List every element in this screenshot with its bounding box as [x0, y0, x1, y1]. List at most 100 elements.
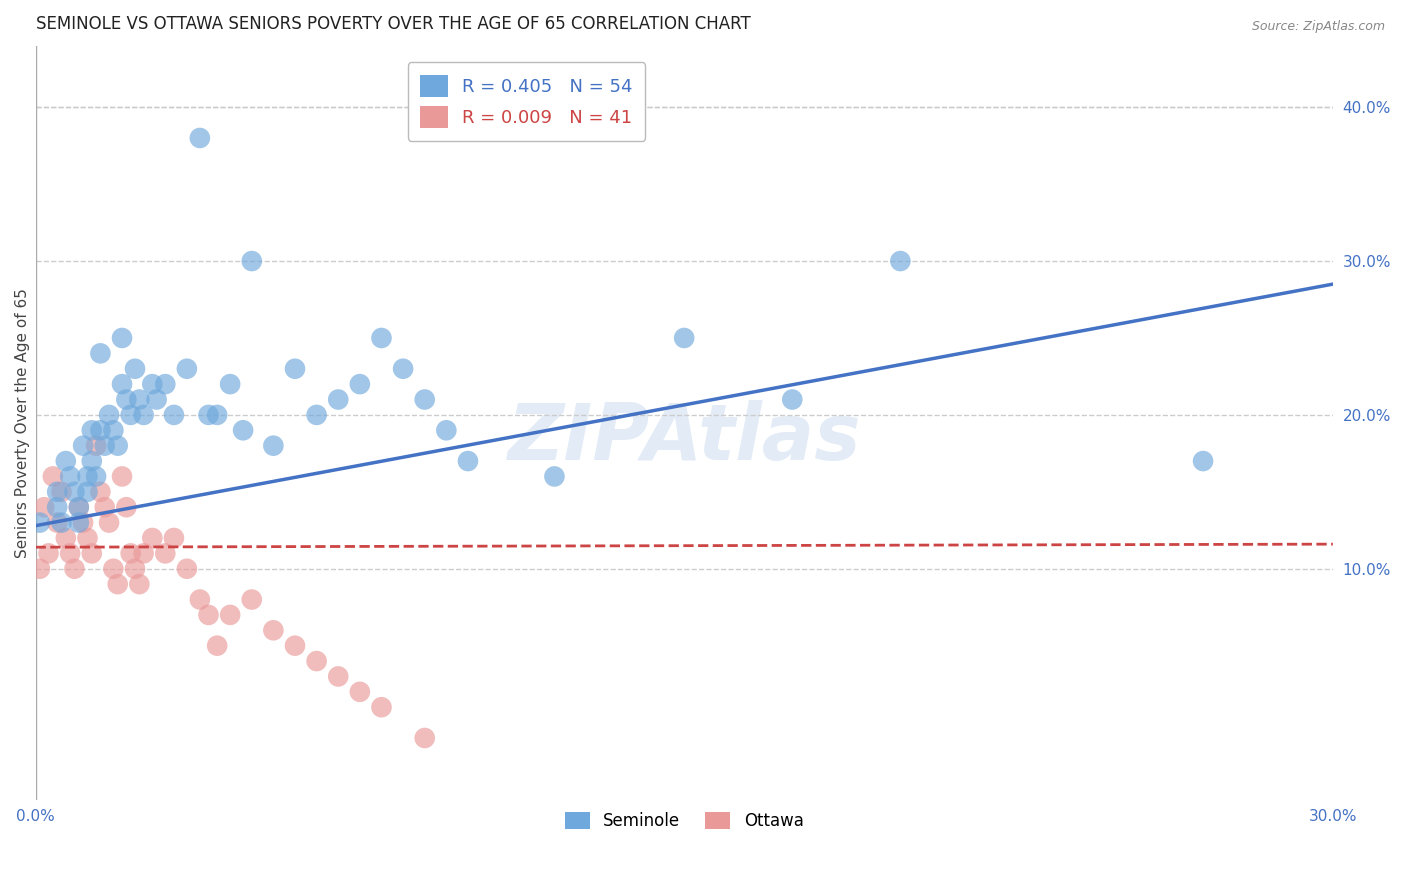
Point: [72, 516, 94, 530]
Point: [124, 361, 146, 376]
Legend: Seminole, Ottawa: Seminole, Ottawa: [558, 805, 810, 837]
Point: [28, 562, 51, 576]
Point: [103, 562, 125, 576]
Point: [93, 439, 115, 453]
Point: [155, 377, 177, 392]
Point: [284, 361, 307, 376]
Point: [205, 408, 228, 422]
Point: [1192, 454, 1215, 468]
Point: [413, 731, 436, 745]
Point: [46, 484, 69, 499]
Point: [145, 392, 167, 407]
Y-axis label: Seniors Poverty Over the Age of 65: Seniors Poverty Over the Age of 65: [15, 287, 30, 558]
Point: [80, 546, 103, 560]
Text: Source: ZipAtlas.com: Source: ZipAtlas.com: [1251, 20, 1385, 33]
Point: [80, 423, 103, 437]
Point: [67, 500, 90, 515]
Point: [163, 408, 186, 422]
Point: [155, 546, 177, 560]
Point: [305, 654, 328, 668]
Point: [76, 531, 98, 545]
Point: [42, 469, 65, 483]
Point: [124, 562, 146, 576]
Point: [163, 531, 186, 545]
Point: [63, 484, 86, 499]
Point: [46, 516, 69, 530]
Point: [132, 408, 155, 422]
Point: [240, 254, 263, 268]
Point: [188, 592, 211, 607]
Point: [89, 423, 111, 437]
Point: [132, 546, 155, 560]
Point: [328, 669, 350, 683]
Point: [28, 516, 51, 530]
Point: [240, 592, 263, 607]
Point: [84, 469, 107, 483]
Point: [120, 546, 142, 560]
Point: [93, 500, 115, 515]
Point: [197, 607, 219, 622]
Point: [67, 516, 90, 530]
Point: [115, 392, 138, 407]
Point: [392, 361, 415, 376]
Point: [111, 469, 134, 483]
Point: [349, 377, 371, 392]
Point: [457, 454, 479, 468]
Point: [780, 392, 803, 407]
Point: [197, 408, 219, 422]
Point: [89, 484, 111, 499]
Point: [543, 469, 565, 483]
Point: [176, 562, 198, 576]
Point: [67, 500, 90, 515]
Point: [205, 639, 228, 653]
Point: [51, 516, 73, 530]
Point: [232, 423, 254, 437]
Text: ZIPAtlas: ZIPAtlas: [508, 400, 860, 475]
Point: [32, 500, 55, 515]
Point: [46, 500, 69, 515]
Point: [305, 408, 328, 422]
Point: [38, 546, 60, 560]
Point: [219, 607, 242, 622]
Point: [262, 439, 284, 453]
Point: [89, 346, 111, 360]
Point: [219, 377, 242, 392]
Point: [889, 254, 911, 268]
Point: [128, 392, 150, 407]
Point: [72, 439, 94, 453]
Point: [328, 392, 350, 407]
Point: [111, 331, 134, 345]
Point: [63, 562, 86, 576]
Point: [141, 377, 163, 392]
Point: [98, 516, 121, 530]
Point: [103, 423, 125, 437]
Point: [434, 423, 457, 437]
Point: [370, 331, 392, 345]
Point: [55, 531, 77, 545]
Point: [349, 685, 371, 699]
Point: [284, 639, 307, 653]
Point: [188, 131, 211, 145]
Point: [413, 392, 436, 407]
Point: [673, 331, 696, 345]
Point: [80, 454, 103, 468]
Point: [51, 484, 73, 499]
Point: [111, 377, 134, 392]
Point: [59, 469, 82, 483]
Point: [76, 484, 98, 499]
Point: [262, 624, 284, 638]
Point: [120, 408, 142, 422]
Point: [107, 439, 129, 453]
Point: [98, 408, 121, 422]
Point: [141, 531, 163, 545]
Point: [59, 546, 82, 560]
Text: SEMINOLE VS OTTAWA SENIORS POVERTY OVER THE AGE OF 65 CORRELATION CHART: SEMINOLE VS OTTAWA SENIORS POVERTY OVER …: [35, 15, 751, 33]
Point: [107, 577, 129, 591]
Point: [176, 361, 198, 376]
Point: [84, 439, 107, 453]
Point: [370, 700, 392, 714]
Point: [55, 454, 77, 468]
Point: [76, 469, 98, 483]
Point: [128, 577, 150, 591]
Point: [115, 500, 138, 515]
